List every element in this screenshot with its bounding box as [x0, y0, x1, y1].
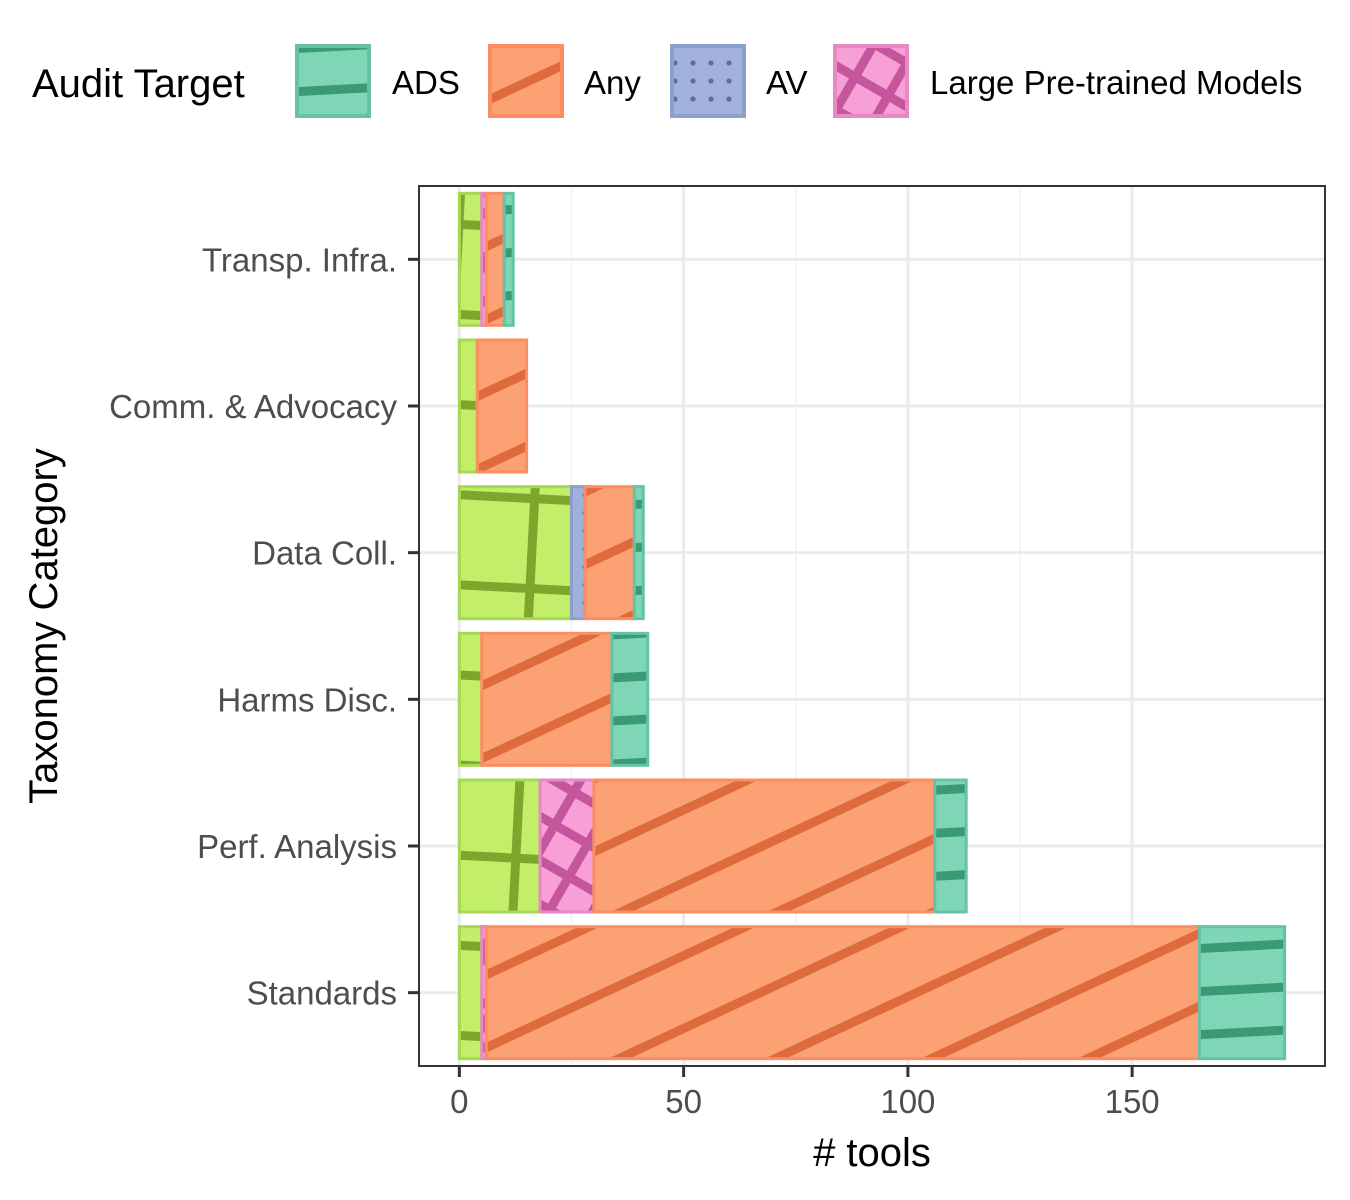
bar-segment-any [480, 631, 614, 767]
bar-segment-any [583, 485, 636, 621]
y-tick-label: Transp. Infra. [202, 241, 397, 278]
bar-group-harms-disc [457, 631, 650, 767]
bar-segment-series-0 [457, 925, 484, 1061]
x-axis: 0 50 100 150 [450, 1066, 1160, 1120]
legend-item-av: AV [670, 44, 808, 118]
plot-area: Standards Perf. Analysis Harms Disc. Data C… [109, 185, 1326, 1120]
y-tick-label: Harms Disc. [217, 681, 397, 718]
bar-group-data-coll [457, 485, 645, 621]
bar-segment-any [475, 338, 529, 474]
legend-key-any [488, 44, 564, 118]
legend: Audit Target ADS Any AV Large Pre-trained M… [32, 44, 1302, 118]
y-tick-label: Standards [247, 975, 397, 1012]
y-axis: Standards Perf. Analysis Harms Disc. Data C… [109, 241, 419, 1012]
bar-segment-ads [502, 191, 515, 327]
bar-segment-series-0 [457, 778, 542, 914]
legend-label: ADS [392, 64, 460, 101]
bar-segment-large-pre-trained-models [538, 778, 596, 914]
bar-group-perf-analysis [457, 778, 968, 914]
x-tick-label: 100 [880, 1083, 935, 1120]
panel-border [418, 185, 1326, 1067]
bar-segment-series-0 [457, 191, 484, 327]
legend-label: AV [766, 64, 808, 101]
legend-key-ads [295, 44, 371, 118]
legend-item-any: Any [488, 44, 641, 118]
bar-segment-series-0 [457, 631, 484, 767]
bar-segment-ads [1197, 925, 1287, 1061]
y-tick-label: Data Coll. [252, 535, 397, 572]
bar-segment-series-0 [457, 338, 479, 474]
bar-group-transp-infra [457, 191, 515, 327]
legend-key-av [670, 44, 746, 118]
x-tick-label: 50 [665, 1083, 702, 1120]
x-axis-title: # tools [813, 1131, 931, 1175]
bar-segment-ads [933, 778, 968, 914]
legend-item-large-pre-trained-models: Large Pre-trained Models [833, 44, 1302, 118]
y-tick-label: Comm. & Advocacy [109, 388, 397, 425]
legend-label: Large Pre-trained Models [930, 64, 1302, 101]
bar-segment-any [592, 778, 937, 914]
y-axis-title: Taxonomy Category [22, 448, 66, 804]
legend-key-large-pre-trained-models [833, 44, 909, 118]
x-tick-label: 0 [450, 1083, 468, 1120]
bars [457, 191, 1287, 1061]
legend-item-ads: ADS [295, 44, 460, 118]
bar-segment-ads [610, 631, 650, 767]
legend-title: Audit Target [32, 62, 245, 106]
legend-items: ADS Any AV Large Pre-trained Models [295, 44, 1302, 118]
bar-segment-any [484, 191, 506, 327]
bar-segment-ads [632, 485, 645, 621]
x-tick-label: 150 [1105, 1083, 1160, 1120]
y-tick-label: Perf. Analysis [197, 828, 397, 865]
bar-segment-any [484, 925, 1201, 1061]
bar-segment-series-0 [457, 485, 573, 621]
bar-group-standards [457, 925, 1287, 1061]
legend-label: Any [584, 64, 641, 101]
bar-group-comm-advocacy [457, 338, 529, 474]
bar-segment-av [569, 485, 587, 621]
